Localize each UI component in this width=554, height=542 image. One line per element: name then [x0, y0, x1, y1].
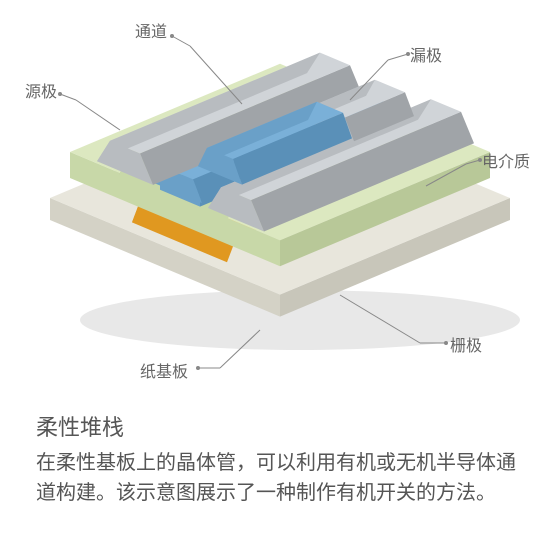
caption-title: 柔性堆栈 [36, 410, 516, 442]
label-dielectric: 电介质 [482, 148, 530, 172]
label-substrate: 纸基板 [140, 358, 188, 382]
label-gate: 栅极 [450, 332, 482, 356]
label-drain: 漏极 [410, 42, 442, 66]
caption-body: 在柔性基板上的晶体管，可以利用有机或无机半导体通道构建。该示意图展示了一种制作有… [36, 448, 516, 508]
caption: 柔性堆栈 在柔性基板上的晶体管，可以利用有机或无机半导体通道构建。该示意图展示了… [36, 410, 516, 508]
label-source: 源极 [25, 78, 57, 102]
transistor-diagram: 通道 漏极 源极 电介质 栅极 纸基板 [0, 0, 554, 400]
label-channel: 通道 [135, 18, 167, 42]
